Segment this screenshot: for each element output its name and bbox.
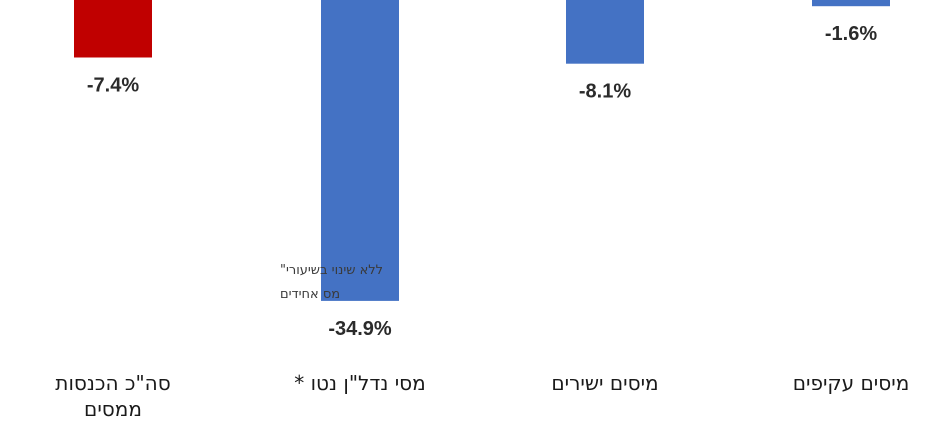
category-label-1-0: מסי נדל"ן נטו *: [294, 371, 425, 395]
bar-0: [74, 0, 152, 58]
bar-3: [812, 0, 890, 7]
data-label-3: -1.6%: [825, 23, 877, 45]
category-label-0-1: ממסים: [84, 397, 142, 421]
annotation-line-0: ללא שינוי בשיעורי": [280, 263, 383, 278]
category-label-2-0: מיסים ישירים: [551, 371, 658, 395]
data-label-0: -7.4%: [87, 75, 139, 97]
annotation-line-1: מס אחידים: [280, 287, 340, 302]
category-label-3-0: מיסים עקיפים: [793, 371, 910, 395]
bar-2: [566, 0, 644, 64]
bar-1: [321, 0, 399, 301]
data-label-2: -8.1%: [579, 81, 631, 103]
category-label-0-0: סה"כ הכנסות: [55, 371, 170, 395]
data-label-1: -34.9%: [328, 318, 392, 340]
